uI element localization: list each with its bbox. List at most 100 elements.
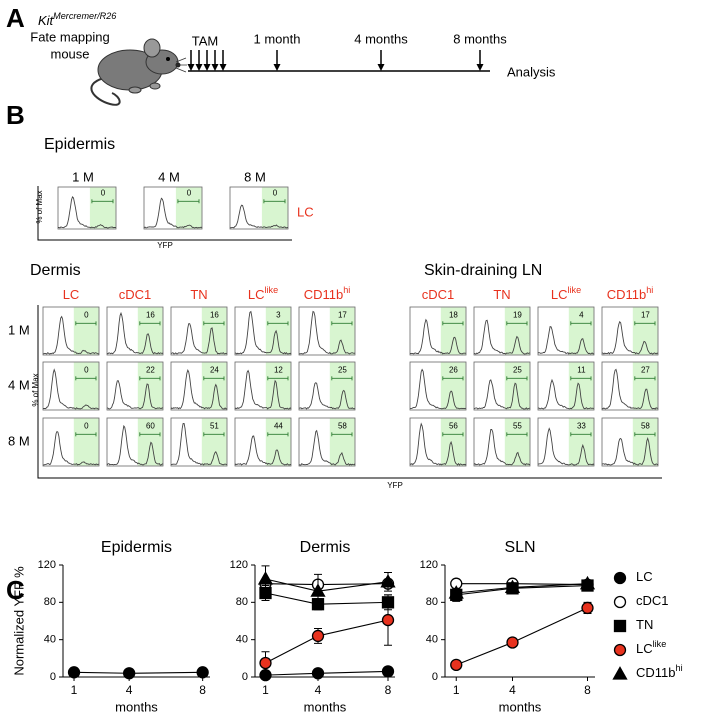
data-point [310,583,326,597]
treatment-label: TAM [192,33,218,48]
gate [137,307,163,355]
x-tick-label: 1 [262,683,269,697]
timepoint-label: 4 M [158,169,180,184]
histogram-curve [298,382,356,410]
histogram-curve [601,320,659,355]
gate [89,187,116,229]
gate [504,307,530,355]
gate [440,418,466,466]
y-tick-label: 40 [44,634,56,646]
column-header-main: cDC1 [422,287,455,302]
arrow-head [219,64,227,71]
column-header-main: LC [63,287,80,302]
gate-percentage: 11 [577,365,586,374]
chart-title: Epidermis [101,539,172,556]
gate [632,362,658,410]
gate [201,418,227,466]
y-tick-label: 120 [420,559,438,571]
gate-percentage: 60 [146,421,155,430]
gate [329,307,355,355]
histogram-curve [601,436,659,466]
histogram-curve [410,368,467,410]
histogram-curve [299,310,356,355]
legend-label-sup: like [653,639,667,649]
legend-marker [613,595,627,609]
column-header-main: LC [551,287,568,302]
gate-percentage: 0 [101,188,106,197]
data-point [259,656,272,670]
axis-bracket [37,186,292,241]
gate-percentage: 56 [449,421,458,430]
data-point [311,629,325,643]
mouse-illustration [90,38,187,106]
y-tick-label: 0 [50,671,56,683]
data-point [381,665,395,678]
column-header: CD11bhi [607,285,654,302]
axis-label: YFP [157,241,173,250]
arrow-head [377,64,385,71]
y-tick-label: 40 [426,634,438,646]
y-tick-label: 120 [230,559,248,571]
legend-marker [612,666,628,680]
y-axis-label: Normalized YFP % [11,566,26,676]
gate-percentage: 55 [513,421,522,430]
column-header: LClike [551,285,581,302]
gate-percentage: 0 [84,421,89,430]
strain-label: KitMercremer/R26 [38,11,117,28]
column-header: CD11bhi [304,285,351,302]
data-point [581,601,594,615]
data-point [311,667,325,680]
gate-percentage: 12 [274,365,283,374]
gate [265,362,291,410]
series-line [265,670,389,676]
axis-label: % of Max [31,373,40,406]
gate-percentage: 27 [641,365,650,374]
gate [568,307,594,355]
gate-percentage: 33 [577,421,586,430]
arrow-head [203,64,211,71]
legend-label-main: cDC1 [636,593,669,608]
data-point [380,573,396,588]
arrow-head [195,64,203,71]
gate-percentage: 22 [146,365,155,374]
histogram-curve [234,435,292,466]
column-header-sup: hi [646,285,653,295]
axis-label: YFP [387,481,403,490]
gate [201,307,227,355]
gate-percentage: 16 [146,310,155,319]
gate-percentage: 3 [276,310,281,319]
histogram-curve [537,427,595,466]
legend-label: TN [636,617,653,632]
panel-letter: A [6,3,25,33]
panel-letter: B [6,100,25,130]
y-tick-label: 120 [38,559,56,571]
column-header: LClike [248,285,278,302]
column-header-sup: like [264,285,278,295]
legend-label: cDC1 [636,593,669,608]
strain-label-main: Kit [38,13,55,28]
histogram-curve [473,319,531,355]
gate-percentage: 4 [579,310,584,319]
y-tick-label: 0 [242,671,248,683]
column-header: TN [190,287,207,302]
x-axis-label: months [499,699,542,714]
chart-title: Dermis [300,539,351,556]
gate [329,362,355,410]
gate [440,362,466,410]
gate-percentage: 0 [273,188,278,197]
legend-marker [613,643,627,657]
column-header-main: TN [190,287,207,302]
data-point [122,667,136,680]
legend-label-main: TN [636,617,653,632]
column-header-sup: like [567,285,581,295]
gate-percentage: 0 [187,188,192,197]
data-point [504,579,521,594]
timepoint-label: 8 months [453,31,507,46]
x-tick-label: 1 [71,683,78,697]
column-header: TN [493,287,510,302]
x-tick-label: 8 [385,683,392,697]
gate [632,418,658,466]
data-point [448,585,464,599]
gate-percentage: 26 [449,365,458,374]
